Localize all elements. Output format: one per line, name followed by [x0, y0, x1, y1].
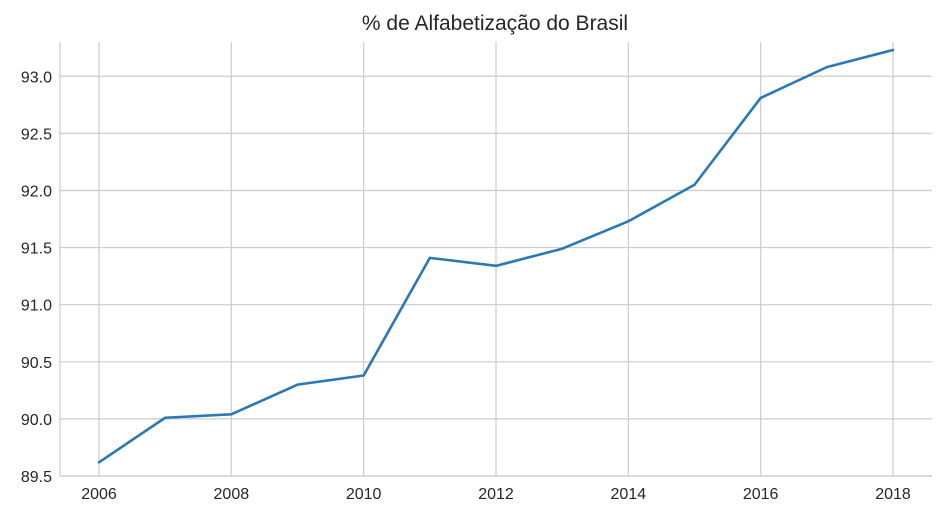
x-tick-label: 2018: [875, 486, 911, 503]
series-line: [97, 48, 895, 464]
y-tick-label: 93.0: [21, 69, 52, 86]
tick-labels: 2006 2008 2010 2012 2014 2016 2018 89.5 90.0 90.5…: [21, 69, 911, 503]
y-tick-label: 90.5: [21, 355, 52, 372]
y-tick-label: 89.5: [21, 469, 52, 486]
x-tick-label: 2014: [611, 486, 647, 503]
y-tick-label: 91.5: [21, 241, 52, 258]
series-layer: [97, 48, 895, 464]
grid-lines: [60, 42, 932, 477]
x-tick-label: 2016: [743, 486, 779, 503]
x-tick-label: 2008: [214, 486, 250, 503]
axes: [59, 42, 932, 477]
y-tick-label: 92.0: [21, 183, 52, 200]
y-tick-label: 91.0: [21, 298, 52, 315]
y-tick-label: 90.0: [21, 412, 52, 429]
y-tick-label: 92.5: [21, 126, 52, 143]
x-tick-label: 2006: [81, 486, 117, 503]
x-tick-label: 2012: [478, 486, 514, 503]
chart-title: % de Alfabetização do Brasil: [362, 12, 628, 35]
x-tick-label: 2010: [346, 486, 382, 503]
